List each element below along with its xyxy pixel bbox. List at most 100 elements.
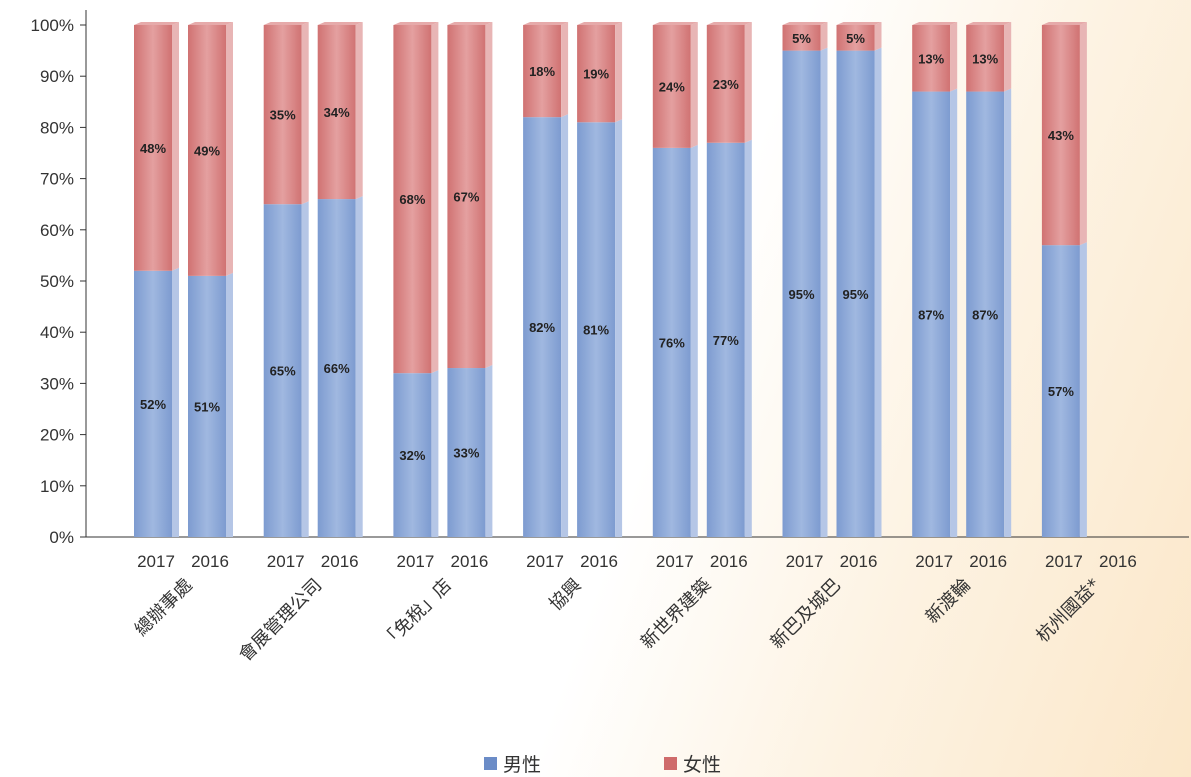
y-tick-label: 60% <box>40 221 74 240</box>
data-label-male: 95% <box>842 287 868 302</box>
bar-female <box>577 25 616 123</box>
data-label-female: 5% <box>792 31 811 46</box>
bar-male <box>836 50 875 537</box>
data-label-male: 52% <box>140 397 166 412</box>
bar-male <box>188 275 226 537</box>
bar-top <box>447 22 493 25</box>
bar-top <box>317 22 363 25</box>
bar-male-side <box>1079 242 1087 537</box>
bar-female-side <box>744 22 752 143</box>
bar-female <box>523 25 562 118</box>
bar-female-side <box>172 22 179 271</box>
bar-female-side <box>226 22 233 276</box>
bar-top <box>1041 22 1087 25</box>
category-label: 協興 <box>545 575 585 615</box>
data-label-male: 32% <box>399 448 425 463</box>
bar-male <box>263 204 302 537</box>
bar-male-side <box>950 88 958 537</box>
bar-male-side <box>226 272 233 537</box>
bar-female-side <box>615 22 623 123</box>
bar-male-side <box>431 370 439 537</box>
data-label-female: 49% <box>194 143 220 158</box>
x-tick-label: 2017 <box>915 552 953 571</box>
bar-male <box>523 117 562 537</box>
y-tick-label: 20% <box>40 426 74 445</box>
category-label: 「免稅」店 <box>377 575 455 653</box>
data-label-female: 68% <box>399 192 425 207</box>
x-tick-label: 2017 <box>526 552 564 571</box>
x-tick-label: 2017 <box>137 552 175 571</box>
y-tick-label: 100% <box>31 16 74 35</box>
axes: 0% 10% 20% 30% 40% 50% 60% 70% 80% 90% 100% <box>31 10 1189 547</box>
bar-female-side <box>485 22 493 369</box>
legend-label-male: 男性 <box>503 754 542 776</box>
bar-top <box>263 22 309 25</box>
bar-male <box>447 368 486 537</box>
y-tick-label: 50% <box>40 272 74 291</box>
bar-male <box>652 147 691 537</box>
bar-male-side <box>485 365 493 537</box>
bar-male-side <box>874 47 882 537</box>
category-label: 總辦事處 <box>131 575 197 641</box>
data-label-male: 81% <box>583 323 609 338</box>
bar-female <box>912 25 951 92</box>
data-label-male: 87% <box>972 307 998 322</box>
data-label-female: 24% <box>659 79 685 94</box>
legend-swatch-female <box>664 757 677 770</box>
bar-male-side <box>301 201 309 537</box>
y-tick-label: 90% <box>40 67 74 86</box>
bar-female <box>1041 25 1080 246</box>
data-label-male: 57% <box>1048 384 1074 399</box>
bar-female <box>706 25 745 143</box>
bar-female <box>652 25 691 148</box>
x-tick-label: 2016 <box>840 552 878 571</box>
x-tick-label: 2016 <box>710 552 748 571</box>
category-label: 新渡輪 <box>922 575 975 628</box>
data-label-male: 77% <box>713 333 739 348</box>
x-tick-label: 2017 <box>1045 552 1083 571</box>
x-tick-label: 2017 <box>656 552 694 571</box>
bar-female-side <box>301 22 309 205</box>
x-tick-label: 2016 <box>191 552 229 571</box>
bar-top <box>782 22 828 25</box>
y-tick-label: 40% <box>40 323 74 342</box>
bar-male-side <box>561 114 569 537</box>
bar-female <box>447 25 486 369</box>
bar-male <box>317 199 356 537</box>
bar-female <box>966 25 1005 92</box>
bar-female <box>317 25 356 200</box>
bar-top <box>966 22 1012 25</box>
bar-top <box>188 22 233 25</box>
bar-female-side <box>561 22 569 118</box>
bar-female <box>393 25 432 374</box>
data-label-female: 35% <box>270 108 296 123</box>
bar-top <box>523 22 569 25</box>
legend-label-female: 女性 <box>683 754 722 776</box>
x-tick-label: 2017 <box>267 552 305 571</box>
bar-top <box>836 22 882 25</box>
bar-female <box>134 25 172 271</box>
x-tick-label: 2017 <box>786 552 824 571</box>
data-label-female: 5% <box>846 31 865 46</box>
data-label-female: 43% <box>1048 128 1074 143</box>
y-tick-label: 10% <box>40 477 74 496</box>
data-label-male: 82% <box>529 320 555 335</box>
bar-top <box>912 22 958 25</box>
bar-female-side <box>1004 22 1012 92</box>
data-label-female: 67% <box>453 190 479 205</box>
data-label-male: 51% <box>194 399 220 414</box>
y-tick-label: 0% <box>49 528 74 547</box>
data-label-female: 13% <box>918 51 944 66</box>
bar-male-side <box>172 267 179 537</box>
bar-male-side <box>690 144 698 537</box>
y-tick-label: 80% <box>40 118 74 137</box>
bar-male-side <box>820 47 828 537</box>
category-label: 新世界建築 <box>637 575 715 653</box>
bar-top <box>706 22 752 25</box>
y-tick-label: 70% <box>40 170 74 189</box>
bar-female-side <box>690 22 698 148</box>
bar-female-side <box>1079 22 1087 246</box>
data-label-female: 18% <box>529 64 555 79</box>
bar-male <box>912 91 951 537</box>
bar-top <box>393 22 439 25</box>
